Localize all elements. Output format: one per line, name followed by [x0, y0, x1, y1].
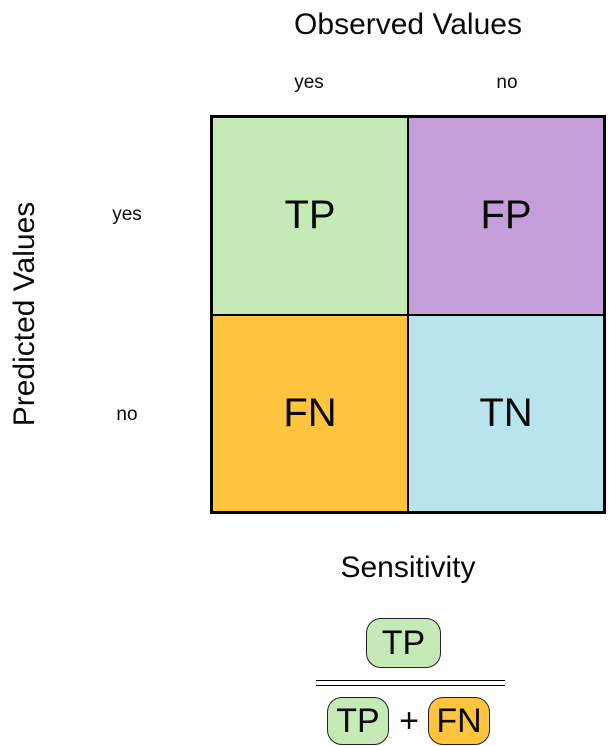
plus-operator: +: [399, 701, 419, 740]
col-label-yes: yes: [294, 72, 324, 93]
formula-denominator-tp-pill: TP: [327, 697, 389, 745]
formula-numerator-tp-pill: TP: [366, 618, 441, 668]
formula-denominator-fn-pill: FN: [428, 697, 490, 745]
sensitivity-title: Sensitivity: [340, 551, 476, 584]
cell-false-negative: FN: [212, 314, 408, 512]
cell-true-negative: TN: [408, 314, 604, 512]
col-label-no: no: [496, 72, 518, 93]
confusion-matrix-grid: TP FP FN TN: [210, 115, 606, 514]
cell-false-positive: FP: [408, 117, 604, 315]
cell-true-positive: TP: [212, 117, 408, 315]
row-label-yes: yes: [112, 204, 142, 225]
observed-values-title: Observed Values: [294, 8, 522, 41]
row-label-no: no: [116, 404, 138, 425]
fraction-bar: [316, 680, 505, 686]
predicted-values-axis-label: Predicted Values: [8, 201, 41, 427]
